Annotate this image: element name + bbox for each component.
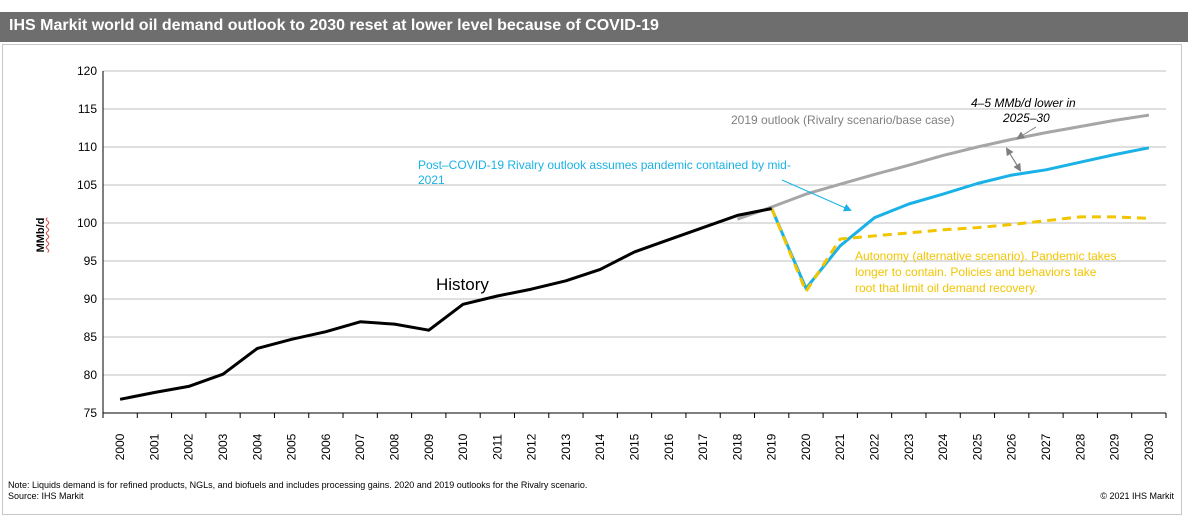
- x-tick-label: 2029: [1108, 433, 1122, 460]
- y-tick-label: 105: [77, 178, 97, 192]
- series-line-history: [119, 207, 772, 401]
- autonomy-label-line1: Autonomy (alternative scenario). Pandemi…: [855, 249, 1116, 263]
- x-tick-label: 2012: [525, 433, 539, 460]
- x-tick-label: 2015: [628, 433, 642, 460]
- source-note: Source: IHS Markit: [8, 491, 84, 501]
- x-tick-label: 2004: [250, 433, 264, 460]
- x-tick-label: 2017: [696, 433, 710, 460]
- footnote: Note: Liquids demand is for refined prod…: [8, 480, 588, 490]
- outlook-2019-label: 2019 outlook (Rivalry scenario/base case…: [731, 113, 954, 127]
- x-tick-label: 2027: [1039, 433, 1053, 460]
- x-tick-label: 2011: [490, 434, 504, 460]
- x-tick-label: 2016: [662, 433, 676, 460]
- autonomy-label-line3: root that limit oil demand recovery.: [855, 281, 1038, 295]
- y-tick-label: 85: [84, 330, 98, 344]
- y-tick-label: 95: [84, 254, 98, 268]
- x-tick-label: 2006: [319, 433, 333, 460]
- x-tick-label: 2005: [285, 433, 299, 460]
- x-tick-label: 2001: [147, 433, 161, 460]
- series-line-autonomy: [770, 208, 1149, 293]
- y-tick-label: 75: [84, 406, 98, 420]
- x-tick-label: 2014: [593, 433, 607, 460]
- x-tick-label: 2002: [182, 433, 196, 460]
- series-line-rivalry-post-covid: [770, 146, 1150, 290]
- x-tick-label: 2028: [1073, 433, 1087, 460]
- y-tick-label: 80: [84, 368, 98, 382]
- y-tick-label: 120: [77, 64, 97, 78]
- x-tick-label: 2025: [970, 433, 984, 460]
- y-tick-label: 100: [77, 216, 97, 230]
- chart-title: IHS Markit world oil demand outlook to 2…: [9, 17, 659, 34]
- title-bar: IHS Markit world oil demand outlook to 2…: [0, 12, 1188, 42]
- x-tick-label: 2020: [799, 433, 813, 460]
- x-tick-label: 2026: [1005, 433, 1019, 460]
- x-tick-label: 2008: [387, 433, 401, 460]
- x-tick-labels: 2000 2001 2002 2003 2004 2005 2006 2007 2008 2009…: [102, 413, 1167, 460]
- gridlines: [102, 70, 1166, 414]
- x-tick-label: 2030: [1142, 433, 1156, 460]
- x-tick-label: 2010: [456, 433, 470, 460]
- x-tick-label: 2013: [559, 433, 573, 460]
- gap-pointer-arrow-up: [1016, 126, 1037, 140]
- x-tick-label: 2023: [902, 433, 916, 460]
- history-label: History: [436, 275, 489, 294]
- rivalry-label-line2: 2021: [418, 173, 445, 187]
- x-tick-label: 2009: [422, 433, 436, 460]
- autonomy-label-line2: longer to contain. Policies and behavior…: [855, 265, 1097, 279]
- x-tick-label: 2003: [216, 433, 230, 460]
- rivalry-label-line1: Post–COVID-19 Rivalry outlook assumes pa…: [418, 158, 791, 172]
- series-line-outlook-2019: [736, 113, 1150, 221]
- x-tick-label: 2022: [868, 433, 882, 460]
- x-tick-label: 2007: [353, 433, 367, 460]
- y-tick-label: 90: [84, 292, 98, 306]
- gap-label-line2: 2025–30: [1002, 111, 1050, 125]
- x-tick-label: 2000: [113, 433, 127, 460]
- x-tick-label: 2024: [936, 433, 950, 460]
- y-tick-labels: 75 80 85 90 95 100 105 110 115 120: [77, 64, 97, 420]
- gap-label-line1: 4–5 MMb/d lower in: [971, 96, 1076, 110]
- x-tick-label: 2021: [833, 433, 847, 460]
- rivalry-pointer-arrow: [781, 179, 852, 212]
- y-tick-label: 110: [78, 140, 97, 154]
- gap-pointer-range-arrow-top: [1005, 147, 1021, 171]
- x-tick-label: 2018: [730, 433, 744, 460]
- x-tick-label: 2019: [765, 433, 779, 460]
- series-lines: [119, 113, 1150, 401]
- chart-frame: [2, 44, 1182, 515]
- copyright: © 2021 IHS Markit: [1100, 491, 1174, 501]
- y-tick-label: 115: [78, 102, 97, 116]
